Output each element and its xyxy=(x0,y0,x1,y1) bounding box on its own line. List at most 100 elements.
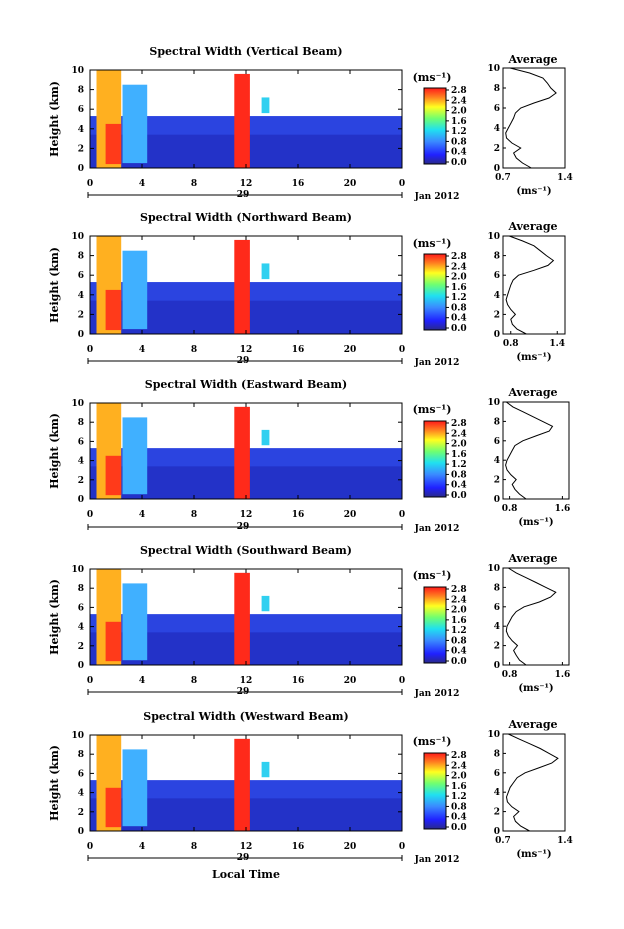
afternoon-feature xyxy=(261,761,270,778)
colorbar-tick-label: 2.8 xyxy=(451,86,467,96)
x-tick-label: 16 xyxy=(292,179,305,189)
profile-y-tick-label: 8 xyxy=(494,749,500,759)
x-tick-label: 0 xyxy=(87,345,93,355)
panel-title: Spectral Width (Southward Beam) xyxy=(140,544,352,557)
profile-line xyxy=(505,401,554,500)
morning-feature xyxy=(122,250,148,330)
colorbar-tick-label: 1.6 xyxy=(451,117,467,127)
colorbar-tick-label: 0.4 xyxy=(451,314,467,324)
profile-y-tick-label: 8 xyxy=(494,583,500,593)
profile-x-tick-label: 0.7 xyxy=(495,836,511,846)
profile-y-tick-label: 4 xyxy=(494,788,500,798)
profile-x-tick-label: 1.4 xyxy=(557,173,573,183)
y-tick-label: 4 xyxy=(78,789,84,799)
colorbar-gradient xyxy=(423,87,447,165)
colorbar-gradient xyxy=(423,420,447,498)
colorbar-tick-label: 2.4 xyxy=(451,262,467,272)
profile-plot: 0 2 4 6 8 10 0.8 1.6(ms⁻¹) xyxy=(487,398,570,528)
colorbar-gradient xyxy=(423,253,447,331)
y-tick-label: 8 xyxy=(78,252,84,262)
y-tick-label: 4 xyxy=(78,291,84,301)
x-tick-label: 0 xyxy=(87,510,93,520)
y-tick-label: 2 xyxy=(78,808,84,818)
profile-frame xyxy=(502,67,566,169)
y-axis-label: Height (km) xyxy=(48,81,61,157)
y-tick-labels: 0 2 4 6 8 10 xyxy=(71,565,84,671)
morning-feature xyxy=(122,749,148,827)
x-tick-label: 0 xyxy=(399,179,405,189)
colorbar-tick-label: 0.4 xyxy=(451,148,467,158)
x-tick-label: 8 xyxy=(191,676,197,686)
panel-title: Spectral Width (Eastward Beam) xyxy=(145,378,347,391)
colorbar-tick-label: 1.6 xyxy=(451,283,467,293)
x-tick-label: 0 xyxy=(87,842,93,852)
day-axis: 29 xyxy=(87,356,403,366)
day-axis: 29 xyxy=(87,687,403,697)
profile-frame xyxy=(502,567,570,666)
y-tick-label: 10 xyxy=(71,731,84,741)
profile-y-tick-label: 4 xyxy=(494,291,500,301)
colorbar-tick-label: 1.2 xyxy=(451,127,467,137)
x-tick-labels: 0 4 8 12 16 20 0 xyxy=(87,510,405,520)
profile-plot: 0 2 4 6 8 10 0.8 1.4 (ms⁻¹) xyxy=(487,232,566,363)
y-tick-label: 2 xyxy=(78,642,84,652)
day-label: 29 xyxy=(237,853,250,863)
early-morning-core xyxy=(105,289,122,331)
day-axis: 29 xyxy=(87,853,403,863)
colorbar-unit: (ms⁻¹) xyxy=(413,569,452,582)
profile-y-tick-label: 10 xyxy=(487,730,500,740)
panel-eastward-beam: Spectral Width (Eastward Beam) Height (k… xyxy=(48,378,570,534)
y-tick-label: 10 xyxy=(71,399,84,409)
x-tick-label: 4 xyxy=(139,676,145,686)
y-tick-label: 0 xyxy=(78,661,84,671)
profile-y-tick-label: 6 xyxy=(494,769,500,779)
date-label: Jan 2012 xyxy=(414,524,460,534)
x-tick-label: 4 xyxy=(139,510,145,520)
profile-y-tick-label: 2 xyxy=(494,476,500,486)
y-tick-label: 8 xyxy=(78,418,84,428)
y-axis-label: Height (km) xyxy=(48,247,61,323)
colorbar: 2.82.42.01.61.20.80.40.0 xyxy=(423,252,467,334)
colorbar-unit: (ms⁻¹) xyxy=(413,237,452,250)
colorbar-tick-label: 0.8 xyxy=(451,636,467,646)
colorbar: 2.82.42.01.61.20.80.40.0 xyxy=(423,86,467,168)
noon-feature xyxy=(234,738,250,831)
x-tick-label: 4 xyxy=(139,842,145,852)
x-tick-label: 4 xyxy=(139,345,145,355)
heatmap-area xyxy=(89,734,403,832)
y-tick-label: 10 xyxy=(71,565,84,575)
date-label: Jan 2012 xyxy=(414,855,460,865)
afternoon-feature xyxy=(261,263,270,280)
profile-line xyxy=(505,567,557,666)
profile-y-tick-label: 0 xyxy=(494,661,500,671)
profile-y-tick-label: 6 xyxy=(494,437,500,447)
y-axis-label: Height (km) xyxy=(48,745,61,821)
profile-y-tick-label: 2 xyxy=(494,808,500,818)
y-tick-labels: 0 2 4 6 8 10 xyxy=(71,232,84,340)
x-tick-label: 0 xyxy=(399,345,405,355)
profile-y-tick-label: 0 xyxy=(494,495,500,505)
y-tick-label: 8 xyxy=(78,86,84,96)
colorbar-tick-label: 2.0 xyxy=(451,273,467,283)
x-tick-label: 12 xyxy=(240,510,253,520)
x-tick-label: 0 xyxy=(87,179,93,189)
x-tick-label: 16 xyxy=(292,676,305,686)
y-tick-label: 0 xyxy=(78,827,84,837)
x-tick-label: 0 xyxy=(87,676,93,686)
profile-y-tick-label: 2 xyxy=(494,144,500,154)
colorbar-tick-label: 1.6 xyxy=(451,450,467,460)
x-tick-label: 12 xyxy=(240,842,253,852)
panel-vertical-beam: Spectral Width (Vertical Beam) Height (k… xyxy=(48,45,573,202)
y-tick-labels: 0 2 4 6 8 10 xyxy=(71,731,84,837)
heatmap-area xyxy=(89,235,403,335)
x-tick-label: 4 xyxy=(139,179,145,189)
profile-y-tick-label: 8 xyxy=(494,84,500,94)
profile-x-tick-label: 1.6 xyxy=(555,504,571,514)
heatmap-area xyxy=(89,568,403,666)
colorbar-tick-label: 2.8 xyxy=(451,585,467,595)
x-tick-label: 16 xyxy=(292,345,305,355)
colorbar-unit: (ms⁻¹) xyxy=(413,403,452,416)
colorbar-tick-label: 2.8 xyxy=(451,419,467,429)
y-tick-labels: 0 2 4 6 8 10 xyxy=(71,66,84,174)
colorbar-tick-label: 0.4 xyxy=(451,647,467,657)
